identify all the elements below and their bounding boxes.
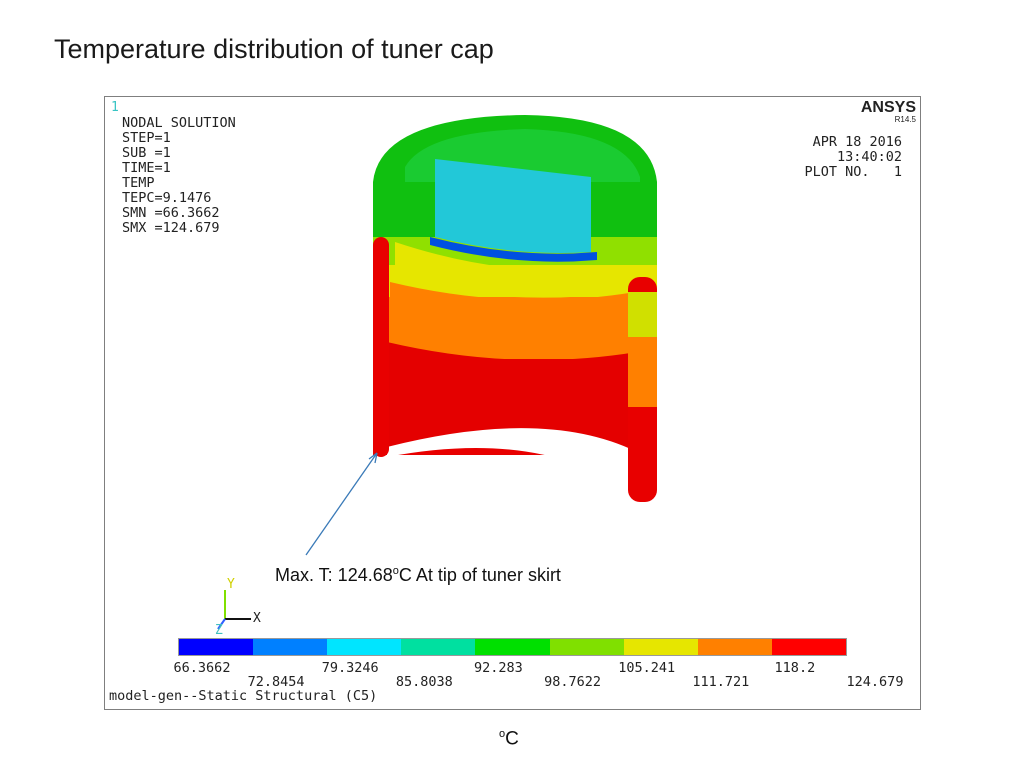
plot-date: APR 18 2016 xyxy=(812,134,902,150)
plot-date-info: APR 18 2016 13:40:02 PLOT NO. 1 xyxy=(804,135,902,180)
colorbar-label: 72.8454 xyxy=(247,674,305,690)
skirt-tip-left xyxy=(373,237,389,457)
inner-wall-orange xyxy=(390,282,635,358)
plot-number: PLOT NO. 1 xyxy=(804,164,902,180)
unit-label: oC xyxy=(499,728,519,750)
annotation-arrow-line xyxy=(305,452,378,556)
ansys-logo-text: ANSYS xyxy=(860,99,916,116)
solution-line: NODAL SOLUTION xyxy=(122,115,236,131)
colorbar-label: 124.679 xyxy=(846,674,904,690)
solution-line: TIME=1 xyxy=(122,160,171,176)
triad-y-label: Y xyxy=(227,577,235,592)
colorbar-label: 66.3662 xyxy=(173,660,231,676)
colorbar-segment xyxy=(549,639,624,655)
colorbar-label: 111.721 xyxy=(692,674,750,690)
colorbar-segment xyxy=(179,639,254,655)
ansys-logo: ANSYS R14.5 xyxy=(861,99,916,124)
inner-wall-yellow xyxy=(395,242,630,298)
solution-line: SMN =66.3662 xyxy=(122,205,220,221)
colorbar-segment xyxy=(253,639,328,655)
triad-z-label: Z xyxy=(215,623,223,638)
annotation-pre: Max. T: 124.68 xyxy=(275,565,393,585)
annotation-degree: o xyxy=(392,565,399,577)
colorbar-segment xyxy=(327,639,402,655)
colorbar-segment xyxy=(623,639,698,655)
colorbar-label: 85.8038 xyxy=(395,674,453,690)
max-temperature-annotation: Max. T: 124.68oC At tip of tuner skirt xyxy=(275,565,561,586)
annotation-arrow-head xyxy=(368,452,378,464)
solution-line: TEMP xyxy=(122,175,155,191)
unit-c: C xyxy=(505,728,519,750)
colorbar-segment xyxy=(475,639,550,655)
colorbar-segment xyxy=(697,639,772,655)
plot-time: 13:40:02 xyxy=(836,149,902,165)
colorbar-label: 92.283 xyxy=(474,660,523,676)
skirt-right-yellow xyxy=(628,292,657,337)
cap-opening xyxy=(387,428,637,497)
tuner-cap-model: Y X Z xyxy=(215,115,657,638)
colorbar-segment xyxy=(401,639,476,655)
window-number: 1 xyxy=(111,100,119,115)
ansys-plot-window: 1 NODAL SOLUTION STEP=1 SUB =1 TIME=1 TE… xyxy=(104,96,921,710)
colorbar-label: 98.7622 xyxy=(544,674,601,690)
solution-line: TEPC=9.1476 xyxy=(122,190,212,206)
solution-line: STEP=1 xyxy=(122,130,171,146)
slide-title: Temperature distribution of tuner cap xyxy=(54,34,494,64)
colorbar-segment xyxy=(771,639,846,655)
solution-line: SMX =124.679 xyxy=(122,220,220,236)
inner-wall-red xyxy=(387,342,637,452)
inner-cavity-blue-ring xyxy=(430,237,597,262)
solution-info: NODAL SOLUTION STEP=1 SUB =1 TIME=1 TEMP… xyxy=(122,116,236,236)
unit-degree: o xyxy=(499,728,506,740)
inner-cavity-top xyxy=(435,159,591,253)
solution-line: SUB =1 xyxy=(122,145,171,161)
colorbar-label: 105.241 xyxy=(618,660,676,676)
ansys-revision: R14.5 xyxy=(894,115,916,124)
colorbar-label: 79.3246 xyxy=(321,660,379,676)
model-footer: model-gen--Static Structural (C5) xyxy=(109,688,378,704)
annotation-post: C At tip of tuner skirt xyxy=(398,565,561,585)
triad-z-axis xyxy=(217,618,226,630)
skirt-right-orange xyxy=(628,337,657,407)
temperature-colorbar xyxy=(178,638,847,656)
colorbar-label: 118.2 xyxy=(774,660,816,676)
triad-x-label: X xyxy=(253,611,261,626)
